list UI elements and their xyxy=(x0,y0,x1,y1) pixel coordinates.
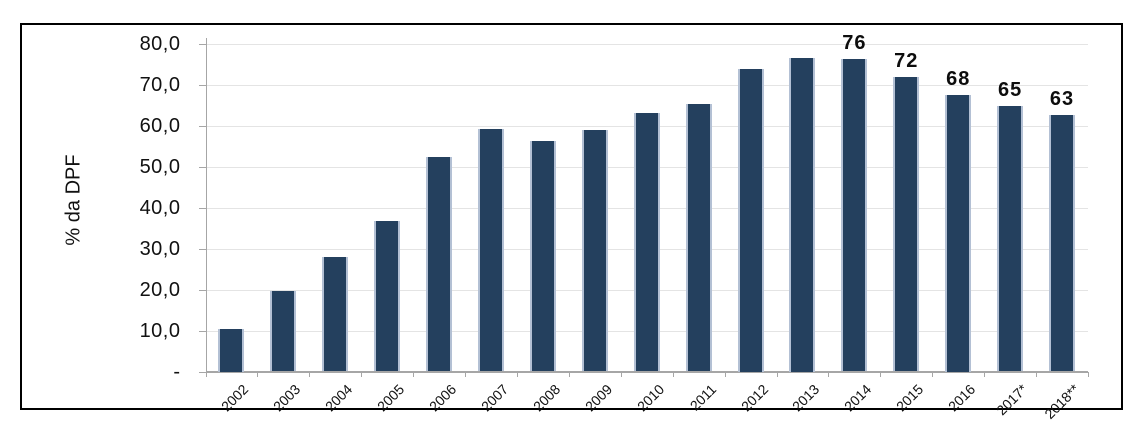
chart-frame xyxy=(20,23,1123,410)
